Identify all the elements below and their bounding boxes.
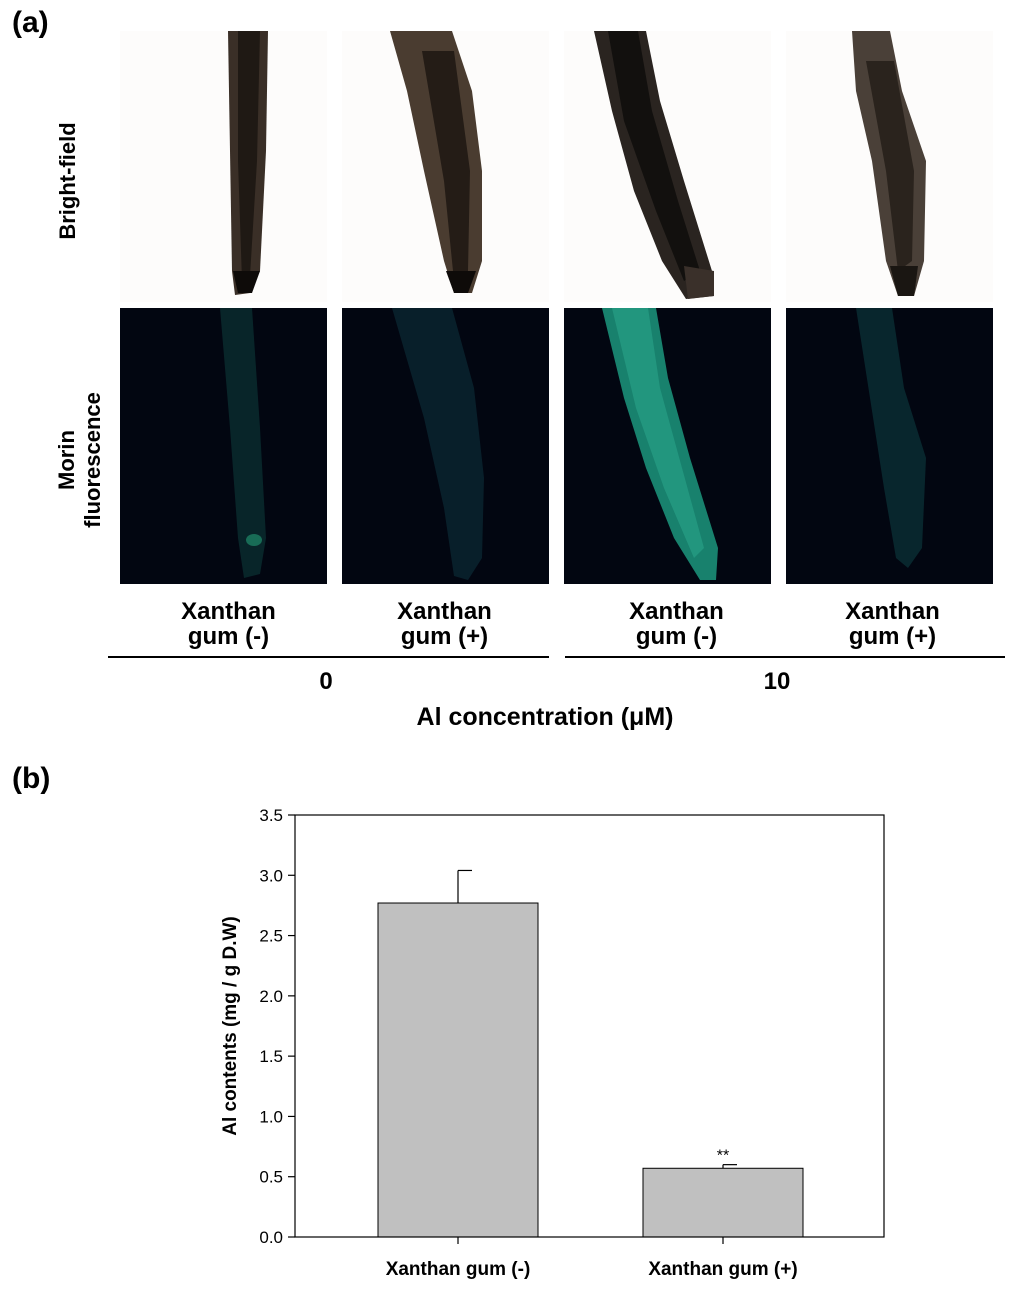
group-bracket-0: [108, 656, 549, 658]
bright-field-root-4: [852, 31, 926, 296]
y-tick-label-1: 0.5: [259, 1168, 283, 1187]
panel-a-label: (a): [12, 6, 49, 39]
column-label-4-line2: gum (+): [848, 623, 937, 650]
row-label-bright-field: Bright-field: [55, 122, 80, 240]
plot-frame: [294, 814, 885, 1238]
y-tick-label-4: 2.0: [259, 987, 283, 1006]
bar-2: [642, 1167, 804, 1238]
row-label-morin-line1: Morin: [54, 430, 79, 490]
bright-field-image-4: [786, 31, 993, 302]
morin-image-2: [342, 308, 549, 584]
bar-1: [377, 902, 539, 1238]
morin-root-4: [856, 308, 926, 568]
column-label-1-line1: Xanthan: [181, 598, 276, 625]
group-bracket-10: [565, 656, 1005, 658]
y-axis-label: Al contents (mg / g D.W): [220, 916, 241, 1136]
column-label-1-line2: gum (-): [187, 623, 270, 650]
column-label-2-line1: Xanthan: [397, 598, 492, 625]
column-label-3-line1: Xanthan: [629, 598, 724, 625]
concentration-label-10: 10: [763, 668, 791, 695]
morin-image-3: [564, 308, 771, 584]
column-label-2-line2: gum (+): [400, 623, 489, 650]
y-tick-label-3: 1.5: [259, 1047, 283, 1066]
column-label-4: Xanthan gum (+): [784, 599, 1001, 649]
morin-root-1: [220, 308, 266, 578]
y-tick-label-2: 1.0: [259, 1107, 283, 1126]
x-tick-label-2: Xanthan gum (+): [648, 1259, 797, 1280]
column-label-4-line1: Xanthan: [845, 598, 940, 625]
al-contents-bar-chart: Xanthan gum (-) ** Xanthan gum (+) 0.0 0.5 1.…: [220, 806, 885, 1280]
y-tick-label-5: 2.5: [259, 927, 283, 946]
y-tick-label-6: 3.0: [259, 866, 283, 885]
bright-field-image-3: [564, 31, 771, 302]
bright-field-root-1: [228, 31, 268, 295]
morin-image-1: [120, 308, 327, 584]
bright-field-root-2: [390, 31, 482, 293]
panel-b-label: (b): [12, 762, 51, 795]
column-label-3-line2: gum (-): [635, 623, 718, 650]
row-label-morin: Morin fluorescence: [50, 375, 110, 545]
column-label-2: Xanthan gum (+): [336, 599, 553, 649]
concentration-label-0: 0: [319, 668, 333, 695]
morin-root-2: [392, 308, 484, 580]
bright-field-image-2: [342, 31, 549, 302]
x-tick-label-1: Xanthan gum (-): [386, 1259, 531, 1280]
row-label-morin-line2: fluorescence: [80, 392, 105, 528]
significance-marker-2: **: [717, 1148, 729, 1165]
bright-field-image-1: [120, 31, 327, 302]
y-tick-label-7: 3.5: [259, 806, 283, 825]
bright-field-root-3: [594, 31, 714, 299]
y-tick-label-0: 0.0: [259, 1228, 283, 1247]
al-concentration-axis-label: Al concentration (μM): [416, 703, 674, 731]
morin-image-4: [786, 308, 993, 584]
morin-root-3: [602, 308, 718, 580]
column-label-1: Xanthan gum (-): [120, 599, 337, 649]
column-label-3: Xanthan gum (-): [568, 599, 785, 649]
